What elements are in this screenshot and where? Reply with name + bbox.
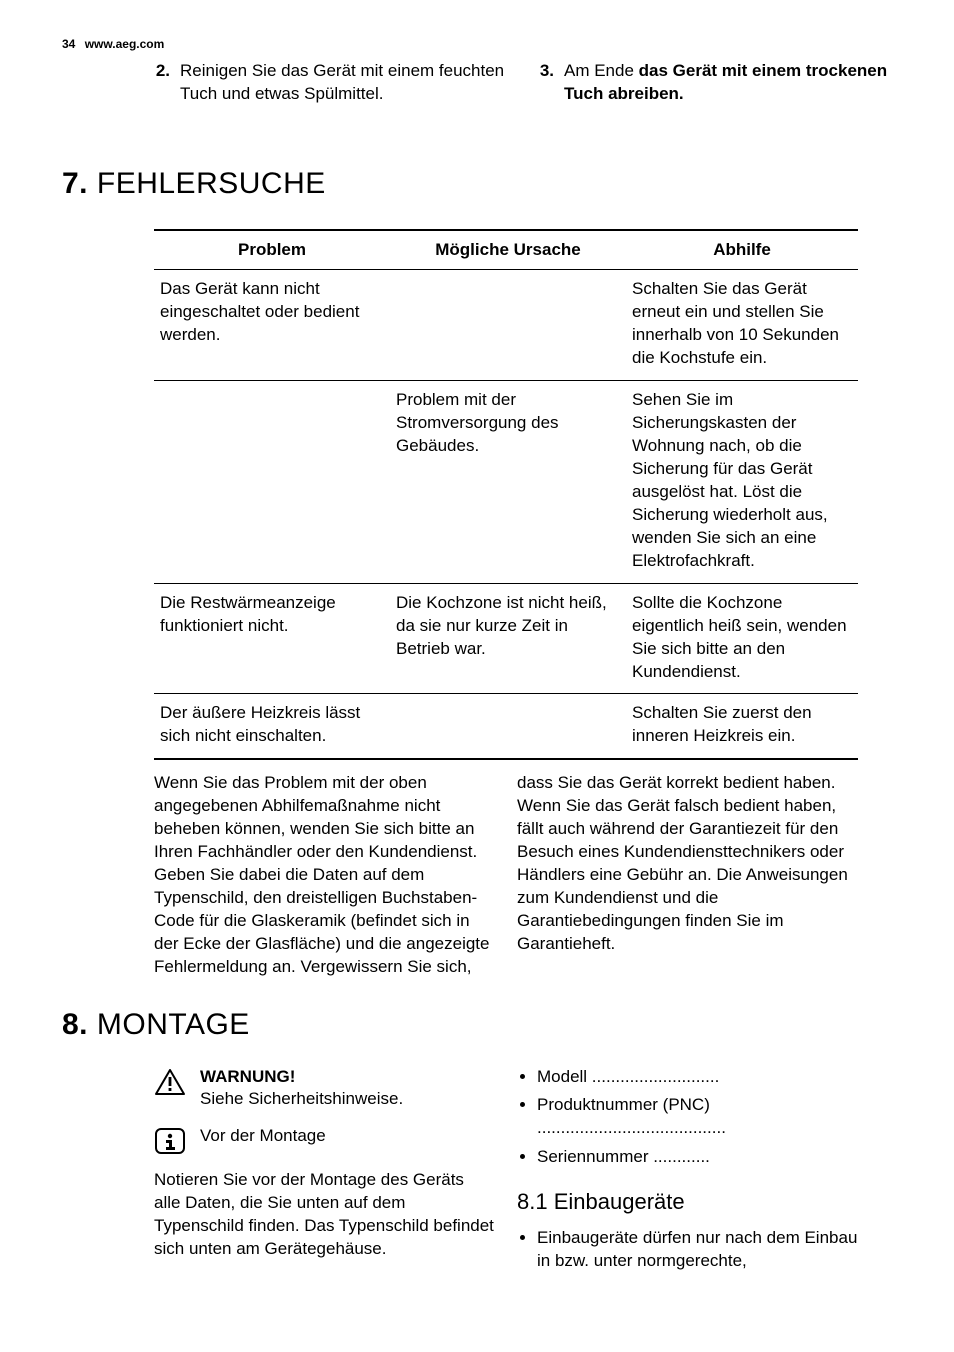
warning-text: Siehe Sicherheitshinweise. [200,1088,495,1111]
table-row: Das Gerät kann nicht eingeschaltet oder … [154,270,858,381]
section-8: 8. MONTAGE WARNUNG! Siehe Sicherheitshin… [62,1005,896,1279]
section-8-paragraph: Notieren Sie vor der Montage des Geräts … [154,1169,495,1261]
field-serial: Seriennummer ............ [537,1146,858,1169]
cell-cause: Die Kochzone ist nicht heiß, da sie nur … [390,583,626,694]
section-8-title: MONTAGE [97,1008,250,1041]
section-7-heading: 7. FEHLERSUCHE [62,164,896,205]
continuation-steps: 2. Reinigen Sie das Gerät mit einem feuc… [152,60,892,106]
step-2-number: 2. [152,60,180,106]
table-header-row: Problem Mögliche Ursache Abhilfe [154,230,858,270]
section-8-heading: 8. MONTAGE [62,1005,896,1046]
step-3-number: 3. [536,60,564,106]
section-8-1-title: Einbaugeräte [554,1189,685,1214]
warning-heading: WARNUNG! [200,1066,495,1089]
cell-remedy: Schalten Sie das Gerät erneut ein und st… [626,270,858,381]
section-7: 7. FEHLERSUCHE Problem Mögliche Ursache … [62,164,896,979]
step-3: 3. Am Ende das Gerät mit einem trockenen… [536,60,892,106]
section-7-title: FEHLERSUCHE [97,167,326,200]
section-8-number: 8. [62,1008,88,1041]
section-8-left-column: WARNUNG! Siehe Sicherheitshinweise. Vor … [154,1066,495,1279]
info-icon [154,1127,186,1155]
info-text: Vor der Montage [200,1125,495,1148]
page-header: 34 www.aeg.com [62,36,164,52]
warning-text-block: WARNUNG! Siehe Sicherheitshinweise. [200,1066,495,1112]
section-7-number: 7. [62,167,88,200]
section-8-1-bullet: Einbaugeräte dürfen nur nach dem Einbau … [537,1227,858,1273]
cell-remedy: Sollte die Kochzone eigentlich heiß sein… [626,583,858,694]
warning-icon [154,1068,186,1096]
section-8-right-column: Modell ........................... Produ… [517,1066,858,1279]
step-3-text: Am Ende das Gerät mit einem trockenen Tu… [564,60,892,106]
typeplate-fields: Modell ........................... Produ… [517,1066,858,1170]
page-number: 34 [62,36,75,52]
col-problem: Problem [154,230,390,270]
troubleshoot-table: Problem Mögliche Ursache Abhilfe Das Ger… [154,229,858,761]
cell-problem [154,381,390,584]
cell-problem: Das Gerät kann nicht eingeschaltet oder … [154,270,390,381]
step-2: 2. Reinigen Sie das Gerät mit einem feuc… [152,60,508,106]
info-block: Vor der Montage [154,1125,495,1155]
cell-cause [390,270,626,381]
field-pnc: Produktnummer (PNC) ....................… [537,1094,858,1140]
warning-block: WARNUNG! Siehe Sicherheitshinweise. [154,1066,495,1112]
table-row: Die Restwärmeanzeige funktioniert nicht.… [154,583,858,694]
cell-problem: Die Restwärmeanzeige funktioniert nicht. [154,583,390,694]
table-row: Der äußere Heizkreis lässt sich nicht ei… [154,694,858,759]
field-model: Modell ........................... [537,1066,858,1089]
cell-cause [390,694,626,759]
cell-remedy: Schalten Sie zuerst den inneren Heizkrei… [626,694,858,759]
section-8-columns: WARNUNG! Siehe Sicherheitshinweise. Vor … [154,1066,858,1279]
table-row: Problem mit der Stromversorgung des Gebä… [154,381,858,584]
header-url: www.aeg.com [85,37,165,51]
section-7-paragraph: Wenn Sie das Problem mit der oben angege… [154,772,858,978]
section-8-1-heading: 8.1 Einbaugeräte [517,1187,858,1217]
section-8-1-number: 8.1 [517,1189,548,1214]
section-8-1-bullets: Einbaugeräte dürfen nur nach dem Einbau … [517,1227,858,1273]
cell-remedy: Sehen Sie im Sicherungskasten der Wohnun… [626,381,858,584]
cell-cause: Problem mit der Stromversorgung des Gebä… [390,381,626,584]
cell-problem: Der äußere Heizkreis lässt sich nicht ei… [154,694,390,759]
step-3-prefix: Am Ende [564,61,639,80]
step-2-text: Reinigen Sie das Gerät mit einem feuchte… [180,60,508,106]
col-remedy: Abhilfe [626,230,858,270]
col-cause: Mögliche Ursache [390,230,626,270]
